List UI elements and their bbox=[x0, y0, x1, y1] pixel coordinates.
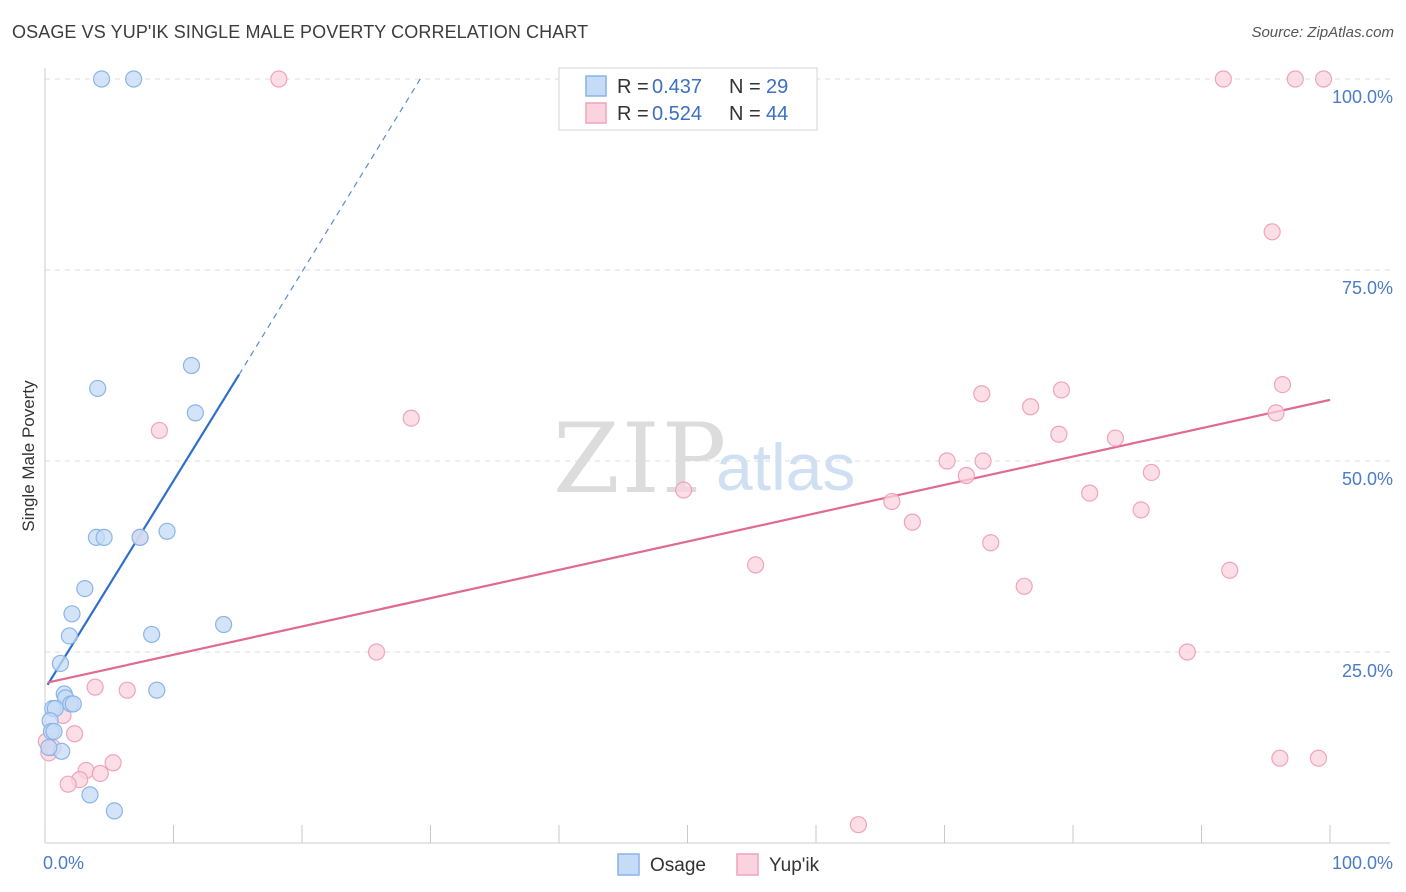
point-osage-11 bbox=[60, 627, 79, 645]
legend: R = 0.437 N = 29 R = 0.524 N = 44 bbox=[558, 67, 818, 131]
legend-r-label-yupik: R = bbox=[617, 103, 649, 125]
legend-r-value-yupik: 0.524 bbox=[652, 103, 702, 125]
point-osage-1 bbox=[125, 70, 143, 88]
series-legend-label-osage: Osage bbox=[650, 855, 706, 876]
point-osage-8 bbox=[158, 522, 176, 540]
point-osage-14 bbox=[51, 654, 70, 673]
point-yupik-1 bbox=[1214, 70, 1232, 88]
chart-title: OSAGE VS YUP'IK SINGLE MALE POVERTY CORR… bbox=[12, 22, 589, 42]
point-yupik-22 bbox=[903, 513, 921, 531]
point-yupik-7 bbox=[973, 385, 991, 403]
point-osage-19 bbox=[64, 695, 82, 713]
legend-swatch-yupik bbox=[585, 102, 607, 124]
point-yupik-37 bbox=[104, 754, 122, 772]
point-yupik-14 bbox=[938, 452, 956, 470]
point-yupik-10 bbox=[402, 409, 420, 427]
point-osage-27 bbox=[81, 786, 99, 804]
point-yupik-3 bbox=[1314, 70, 1333, 88]
point-yupik-9 bbox=[1021, 398, 1040, 416]
point-osage-10 bbox=[63, 605, 81, 623]
grid bbox=[45, 78, 1390, 653]
series-legend-swatch-yupik bbox=[736, 853, 759, 876]
series-legend-swatch-osage bbox=[617, 853, 640, 876]
source-credit: Source: ZipAtlas.com bbox=[1251, 24, 1394, 41]
point-osage-0 bbox=[92, 70, 111, 88]
point-yupik-28 bbox=[367, 643, 386, 661]
point-osage-7 bbox=[131, 528, 149, 547]
point-yupik-31 bbox=[118, 681, 136, 699]
point-yupik-18 bbox=[675, 481, 693, 499]
y-tick-label-100: 100.0% bbox=[1332, 87, 1393, 107]
point-yupik-13 bbox=[1106, 429, 1125, 447]
x-ticks bbox=[44, 825, 1331, 843]
point-yupik-42 bbox=[1271, 749, 1289, 767]
x-tick-label-min: 0.0% bbox=[43, 853, 84, 873]
point-yupik-24 bbox=[747, 556, 765, 574]
point-yupik-12 bbox=[1050, 425, 1068, 443]
point-osage-12 bbox=[143, 625, 161, 644]
point-yupik-20 bbox=[883, 492, 901, 511]
legend-n-value-yupik: 44 bbox=[766, 103, 788, 125]
point-yupik-39 bbox=[91, 764, 109, 783]
legend-swatch-osage bbox=[585, 75, 607, 97]
point-osage-2 bbox=[182, 356, 201, 375]
point-osage-28 bbox=[105, 802, 123, 820]
legend-n-label-osage: N = bbox=[729, 76, 761, 98]
point-yupik-0 bbox=[270, 70, 288, 88]
legend-n-value-osage: 29 bbox=[766, 76, 788, 98]
point-yupik-4 bbox=[1263, 223, 1281, 241]
point-yupik-44 bbox=[849, 816, 868, 834]
point-osage-3 bbox=[89, 379, 107, 398]
point-yupik-2 bbox=[1286, 70, 1304, 88]
watermark-zip: ZIP bbox=[553, 403, 728, 515]
point-yupik-23 bbox=[982, 534, 1000, 552]
data-points bbox=[37, 70, 1333, 834]
point-osage-6 bbox=[95, 528, 113, 547]
point-yupik-33 bbox=[65, 725, 84, 743]
point-yupik-8 bbox=[1052, 381, 1071, 399]
x-tick-label-max: 100.0% bbox=[1332, 853, 1393, 873]
point-yupik-43 bbox=[1309, 749, 1328, 767]
point-osage-4 bbox=[186, 404, 204, 422]
trendline-yupik bbox=[47, 398, 1331, 684]
axes bbox=[44, 68, 1390, 844]
point-yupik-16 bbox=[957, 466, 975, 485]
point-osage-13 bbox=[215, 615, 233, 634]
y-tick-label-50: 50.0% bbox=[1342, 469, 1393, 489]
point-yupik-25 bbox=[1221, 561, 1239, 579]
point-yupik-41 bbox=[59, 775, 77, 793]
series-legend-label-yupik: Yup'ik bbox=[769, 855, 820, 876]
y-tick-label-25: 25.0% bbox=[1342, 661, 1393, 681]
point-yupik-19 bbox=[1081, 484, 1099, 502]
legend-n-label-yupik: N = bbox=[729, 103, 761, 125]
legend-r-value-osage: 0.437 bbox=[652, 76, 702, 98]
point-osage-9 bbox=[76, 579, 94, 598]
point-osage-15 bbox=[148, 681, 166, 699]
y-tick-label-75: 75.0% bbox=[1342, 278, 1393, 298]
point-osage-26 bbox=[40, 738, 58, 757]
watermark-atlas: atlas bbox=[716, 430, 855, 504]
point-yupik-21 bbox=[1132, 501, 1150, 519]
point-yupik-15 bbox=[974, 452, 992, 470]
legend-r-label-osage: R = bbox=[617, 76, 649, 98]
point-yupik-5 bbox=[1273, 376, 1292, 394]
series-legend: Osage Yup'ik bbox=[617, 853, 820, 876]
point-yupik-29 bbox=[1178, 643, 1196, 661]
y-axis-label: Single Male Poverty bbox=[19, 380, 38, 532]
point-yupik-26 bbox=[1015, 577, 1033, 595]
point-osage-24 bbox=[45, 722, 63, 741]
trendline-osage-extension bbox=[238, 78, 421, 375]
trendlines bbox=[46, 78, 1331, 686]
point-yupik-6 bbox=[1267, 404, 1285, 422]
point-yupik-17 bbox=[1142, 463, 1160, 482]
point-yupik-30 bbox=[86, 678, 104, 696]
point-yupik-11 bbox=[150, 421, 168, 440]
